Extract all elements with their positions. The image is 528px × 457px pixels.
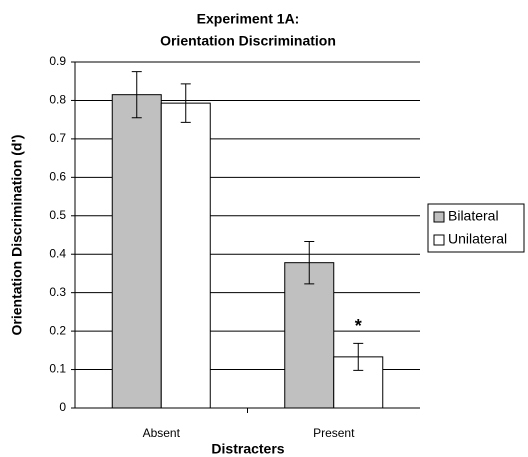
y-tick-label: 0.9 bbox=[49, 54, 66, 68]
y-tick-label: 0.4 bbox=[49, 246, 66, 260]
y-tick-label: 0.3 bbox=[49, 285, 66, 299]
y-tick-label: 0 bbox=[59, 400, 66, 414]
legend-swatch bbox=[433, 211, 445, 223]
y-tick-label: 0.7 bbox=[49, 131, 66, 145]
chart-title: Experiment 1A: bbox=[197, 11, 300, 27]
y-tick-label: 0.8 bbox=[49, 93, 66, 107]
y-tick-label: 0.1 bbox=[49, 362, 66, 376]
error-bar bbox=[304, 241, 315, 285]
bar bbox=[111, 94, 162, 409]
y-tick-label: 0.5 bbox=[49, 208, 66, 222]
annotation: * bbox=[355, 316, 362, 336]
error-bar bbox=[353, 342, 364, 371]
x-tick-label: Absent bbox=[143, 426, 181, 440]
chart-subtitle: Orientation Discrimination bbox=[160, 33, 336, 49]
y-tick-label: 0.6 bbox=[49, 170, 66, 184]
x-axis-label: Distracters bbox=[211, 441, 284, 457]
bar bbox=[160, 102, 211, 409]
error-bar bbox=[131, 71, 142, 119]
y-axis-label: Orientation Discrimination (d') bbox=[9, 135, 25, 336]
bar bbox=[284, 262, 335, 409]
legend-label: Unilateral bbox=[448, 231, 507, 247]
y-tick-label: 0.2 bbox=[49, 323, 66, 337]
legend-label: Bilateral bbox=[448, 208, 499, 224]
legend-swatch bbox=[433, 234, 445, 246]
error-bar bbox=[180, 83, 191, 123]
x-tick-label: Present bbox=[313, 426, 355, 440]
